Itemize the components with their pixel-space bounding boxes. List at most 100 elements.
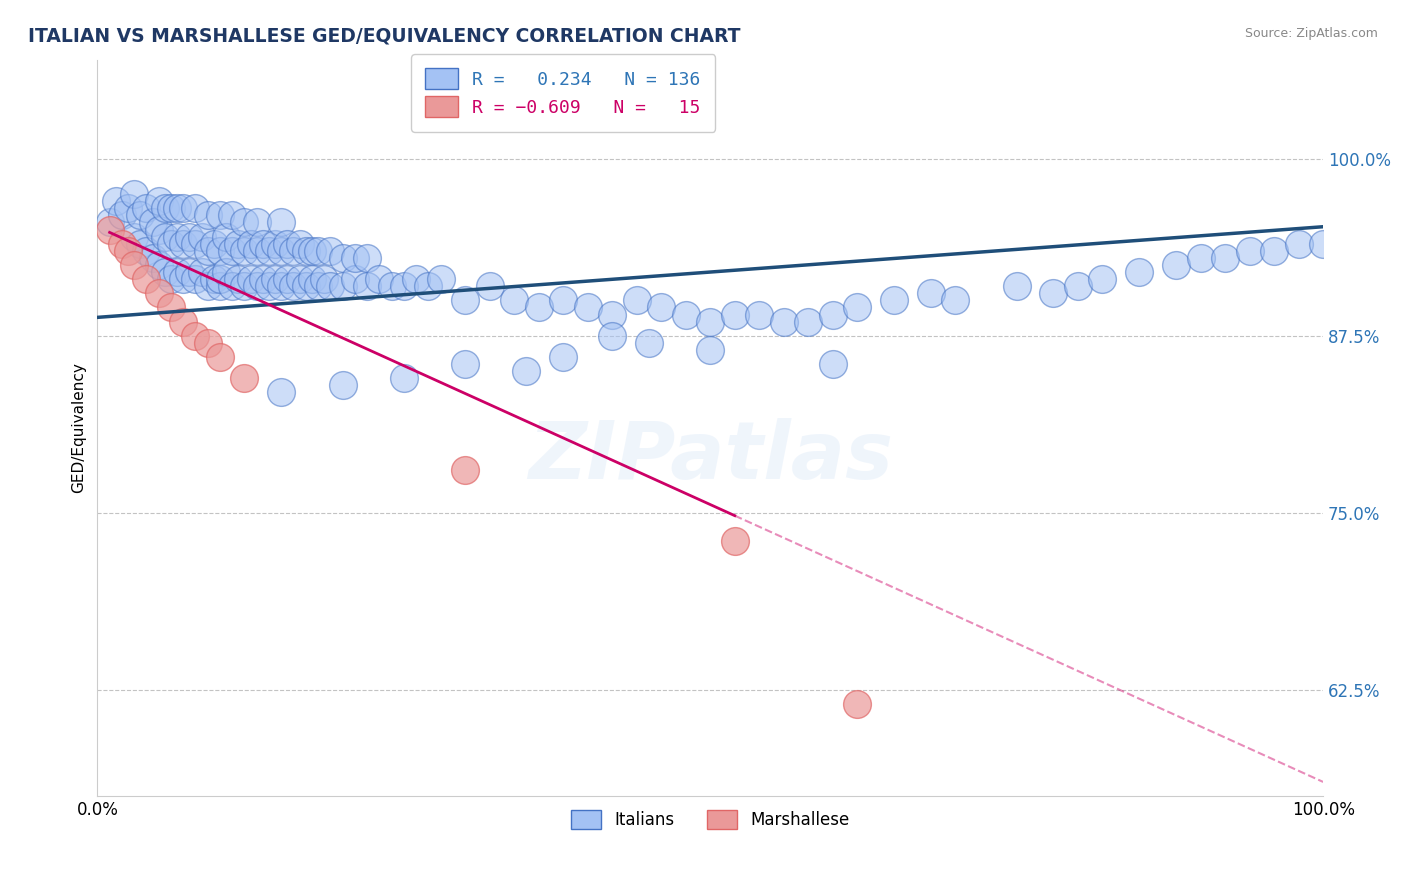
Point [1005, 279, 1028, 293]
Point [270, 385, 292, 400]
Point [104, 194, 127, 209]
Point [246, 215, 269, 229]
Point [233, 279, 256, 293]
Point [98, 222, 121, 236]
Text: ITALIAN VS MARSHALLESE GED/EQUIVALENCY CORRELATION CHART: ITALIAN VS MARSHALLESE GED/EQUIVALENCY C… [28, 27, 741, 45]
Point [208, 279, 231, 293]
Point [208, 208, 231, 222]
Point [172, 202, 194, 216]
Point [215, 265, 238, 279]
Point [264, 272, 287, 286]
Point [920, 286, 942, 301]
Point [122, 187, 145, 202]
Point [239, 236, 262, 251]
Point [257, 279, 280, 293]
Point [638, 335, 661, 350]
Point [821, 308, 844, 322]
Point [1263, 244, 1285, 258]
Point [166, 202, 188, 216]
Point [190, 229, 212, 244]
Point [153, 229, 176, 244]
Point [276, 236, 298, 251]
Point [117, 202, 139, 216]
Point [148, 194, 170, 209]
Point [283, 279, 305, 293]
Point [153, 265, 176, 279]
Point [332, 279, 354, 293]
Point [368, 272, 391, 286]
Point [1091, 272, 1114, 286]
Point [392, 371, 415, 385]
Point [184, 202, 207, 216]
Point [179, 229, 201, 244]
Point [239, 272, 262, 286]
Point [208, 350, 231, 364]
Point [160, 236, 183, 251]
Point [294, 244, 316, 258]
Point [215, 229, 238, 244]
Point [98, 215, 121, 229]
Point [135, 244, 157, 258]
Point [699, 315, 721, 329]
Point [233, 215, 256, 229]
Point [527, 301, 550, 315]
Point [454, 357, 477, 371]
Point [1288, 236, 1310, 251]
Point [343, 251, 366, 265]
Point [202, 272, 225, 286]
Point [221, 208, 243, 222]
Point [221, 244, 243, 258]
Point [148, 222, 170, 236]
Point [945, 293, 967, 308]
Point [283, 244, 305, 258]
Point [233, 371, 256, 385]
Point [600, 328, 623, 343]
Point [226, 272, 249, 286]
Point [135, 202, 157, 216]
Point [699, 343, 721, 357]
Point [122, 229, 145, 244]
Point [1189, 251, 1212, 265]
Point [503, 293, 526, 308]
Point [202, 236, 225, 251]
Point [129, 208, 152, 222]
Point [208, 244, 231, 258]
Point [252, 236, 274, 251]
Point [600, 308, 623, 322]
Point [343, 272, 366, 286]
Point [197, 335, 219, 350]
Point [454, 463, 477, 477]
Point [190, 265, 212, 279]
Point [179, 265, 201, 279]
Point [135, 272, 157, 286]
Point [307, 244, 329, 258]
Point [148, 286, 170, 301]
Text: ZIPatlas: ZIPatlas [527, 418, 893, 496]
Point [748, 308, 770, 322]
Point [276, 272, 298, 286]
Y-axis label: GED/Equivalency: GED/Equivalency [72, 362, 86, 493]
Point [148, 258, 170, 272]
Point [772, 315, 794, 329]
Point [821, 357, 844, 371]
Point [356, 251, 378, 265]
Point [172, 236, 194, 251]
Point [197, 208, 219, 222]
Point [141, 215, 163, 229]
Point [301, 272, 323, 286]
Point [418, 279, 440, 293]
Point [846, 301, 869, 315]
Point [724, 534, 747, 549]
Point [478, 279, 501, 293]
Point [429, 272, 451, 286]
Point [122, 258, 145, 272]
Point [576, 301, 599, 315]
Point [1239, 244, 1261, 258]
Legend: Italians, Marshallese: Italians, Marshallese [564, 803, 856, 836]
Point [221, 279, 243, 293]
Point [380, 279, 402, 293]
Point [675, 308, 697, 322]
Point [1067, 279, 1090, 293]
Point [288, 236, 311, 251]
Point [233, 244, 256, 258]
